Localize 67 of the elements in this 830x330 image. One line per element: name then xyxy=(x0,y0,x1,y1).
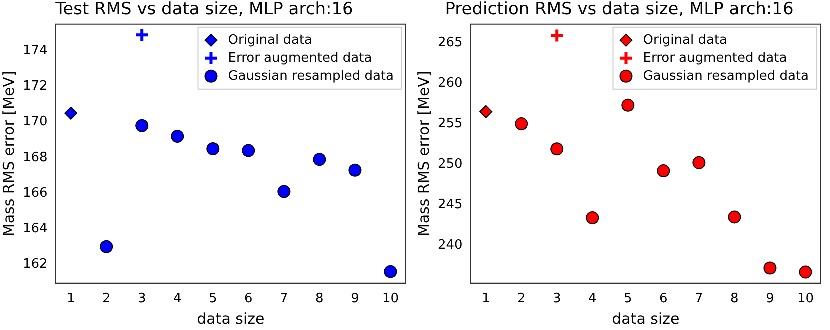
point xyxy=(657,164,670,178)
point xyxy=(550,142,564,156)
point xyxy=(348,164,362,177)
point xyxy=(313,153,326,166)
y-tick-label: 260 xyxy=(438,76,463,91)
x-tick-label: 8 xyxy=(316,292,324,307)
point xyxy=(622,98,635,112)
x-tick-label: 9 xyxy=(351,292,360,307)
y-tick-label: 250 xyxy=(438,156,463,172)
x-tick-label: 6 xyxy=(244,292,253,307)
point xyxy=(136,119,149,132)
point xyxy=(692,156,706,170)
point xyxy=(384,265,398,278)
chart-title: Test RMS vs data size, MLP arch:16 xyxy=(54,0,354,20)
x-tick-label: 3 xyxy=(552,292,562,307)
x-tick-label: 1 xyxy=(482,292,490,307)
point xyxy=(586,212,600,225)
point xyxy=(728,210,742,224)
x-tick-label: 9 xyxy=(766,292,774,307)
x-tick-label: 6 xyxy=(660,292,668,307)
x-axis-title: data size xyxy=(612,310,680,328)
y-tick-label: 168 xyxy=(22,150,48,166)
point xyxy=(171,130,184,144)
x-tick-label: 4 xyxy=(588,292,597,307)
x-tick-label: 7 xyxy=(280,292,288,307)
x-tick-label: 10 xyxy=(797,292,814,307)
y-tick-label: 172 xyxy=(22,79,48,94)
point xyxy=(134,28,150,43)
y-axis-title: Mass RMS error [MeV] xyxy=(414,71,433,237)
point xyxy=(515,118,528,131)
point xyxy=(550,28,565,44)
x-tick-label: 8 xyxy=(730,292,739,307)
chart-title: Prediction RMS vs data size, MLP arch:16 xyxy=(445,0,794,20)
point xyxy=(100,240,114,254)
y-tick-label: 166 xyxy=(22,186,48,201)
legend-label: Original data xyxy=(643,32,728,48)
point xyxy=(799,266,812,279)
x-tick-label: 4 xyxy=(173,292,182,307)
legend-label: Error augmented data xyxy=(643,50,788,66)
y-axis-title: Mass RMS error [MeV] xyxy=(0,71,18,237)
x-tick-label: 2 xyxy=(102,292,111,307)
y-tick-label: 164 xyxy=(22,221,48,236)
y-tick-label: 170 xyxy=(22,114,48,130)
y-tick-label: 240 xyxy=(438,238,463,253)
y-tick-label: 255 xyxy=(438,116,463,132)
legend-label: Gaussian resampled data xyxy=(228,68,394,84)
point xyxy=(64,106,78,120)
y-tick-label: 245 xyxy=(438,197,463,212)
y-tick-label: 162 xyxy=(22,257,48,272)
x-tick-label: 3 xyxy=(138,292,146,307)
x-axis-title: data size xyxy=(197,310,265,328)
x-tick-label: 2 xyxy=(517,292,526,307)
point xyxy=(242,144,256,158)
point xyxy=(278,185,291,198)
x-tick-label: 5 xyxy=(624,292,632,307)
point xyxy=(764,262,777,275)
point xyxy=(480,105,493,118)
point xyxy=(206,142,220,156)
x-tick-label: 1 xyxy=(66,292,76,307)
legend-label: Gaussian resampled data xyxy=(643,68,810,84)
y-tick-label: 265 xyxy=(438,35,463,50)
legend-label: Original data xyxy=(228,32,313,48)
legend-label: Error augmented data xyxy=(228,50,372,66)
x-tick-label: 5 xyxy=(209,292,218,307)
x-tick-label: 10 xyxy=(382,292,399,307)
x-tick-label: 7 xyxy=(695,292,704,307)
y-tick-label: 174 xyxy=(22,43,48,58)
